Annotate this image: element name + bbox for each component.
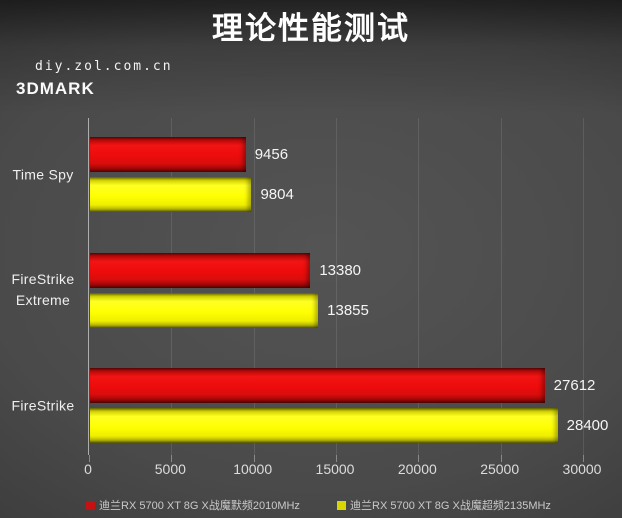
legend-label: 迪兰RX 5700 XT 8G X战魔超频2135MHz xyxy=(350,500,551,512)
bar-red xyxy=(90,368,545,403)
value-label: 28400 xyxy=(566,417,609,434)
x-axis-label: 5000 xyxy=(154,461,186,477)
watermark-text: diy.zol.com.cn xyxy=(35,59,173,74)
legend-swatch-red xyxy=(86,500,95,510)
x-axis-label: 15000 xyxy=(315,461,355,477)
legend-item-red: 迪兰RX 5700 XT 8G X战魔默频2010MHz xyxy=(86,497,300,513)
x-axis-label: 10000 xyxy=(233,461,273,477)
value-label: 27612 xyxy=(553,377,596,394)
axis-tick xyxy=(171,455,173,462)
axis-tick xyxy=(336,455,337,462)
bar-yellow xyxy=(90,408,558,443)
x-axis-label: 25000 xyxy=(480,461,520,477)
value-label: 9456 xyxy=(254,146,289,163)
x-axis-label: 20000 xyxy=(397,461,437,477)
axis-tick xyxy=(89,455,90,462)
value-label: 13855 xyxy=(327,301,369,319)
category-label: Time Spy xyxy=(12,166,74,182)
x-axis-label: 0 xyxy=(84,461,92,477)
axis-tick xyxy=(253,455,255,462)
section-label: 3DMARK xyxy=(16,79,95,98)
axis-tick xyxy=(418,455,420,462)
category-label: FireStrike Extreme xyxy=(11,271,75,308)
bar-red xyxy=(90,252,311,288)
value-label: 9804 xyxy=(260,186,294,203)
legend-swatch-yellow xyxy=(337,500,346,510)
gridline xyxy=(583,118,584,455)
legend-item-yellow: 迪兰RX 5700 XT 8G X战魔超频2135MHz xyxy=(337,497,551,513)
bar-yellow xyxy=(90,177,252,212)
gridline xyxy=(418,118,420,455)
x-axis-label: 30000 xyxy=(562,461,602,477)
page-title: 理论性能测试 xyxy=(212,11,410,46)
bar-red xyxy=(90,137,246,172)
plot-area: 9456 9804 13380 13855 27612 28400 xyxy=(88,118,608,462)
value-label: 13380 xyxy=(319,261,362,279)
category-label: FireStrike xyxy=(11,397,75,413)
axis-tick xyxy=(500,455,502,462)
axis-tick xyxy=(583,455,584,462)
gridline xyxy=(336,118,337,455)
legend-label: 迪兰RX 5700 XT 8G X战魔默频2010MHz xyxy=(99,500,300,512)
bar-yellow xyxy=(90,292,319,328)
gridline xyxy=(500,118,502,455)
